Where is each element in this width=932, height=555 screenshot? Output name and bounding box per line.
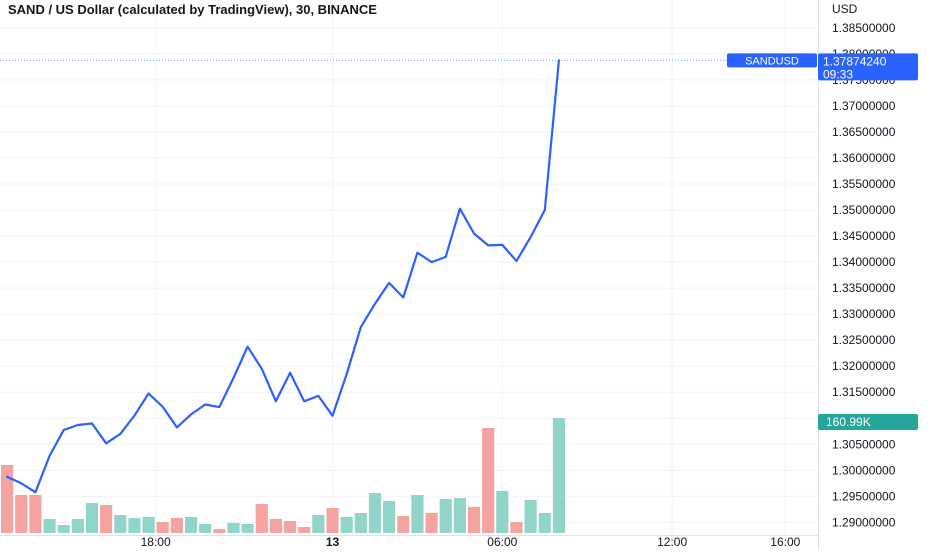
x-tick-label: 18:00 — [141, 535, 171, 549]
y-tick-label: 1.29500000 — [832, 489, 896, 503]
y-tick-label: 1.34000000 — [832, 255, 896, 269]
volume-bar — [213, 529, 226, 533]
volume-bar — [114, 515, 127, 533]
volume-bar — [0, 465, 14, 533]
volume-bar — [340, 517, 353, 533]
chart-title: SAND / US Dollar (calculated by TradingV… — [8, 2, 377, 17]
volume-bar — [156, 522, 169, 533]
volume-bar — [482, 428, 495, 533]
volume-bar — [241, 524, 254, 533]
volume-bar — [552, 418, 566, 533]
volume-bar — [383, 501, 396, 533]
volume-bar — [467, 507, 481, 533]
volume-bar — [411, 495, 424, 533]
volume-bar — [368, 493, 382, 533]
y-tick-label: 1.37000000 — [832, 99, 896, 113]
volume-bar — [298, 527, 311, 533]
bar-countdown: 09:33 — [823, 67, 853, 81]
volume-bar — [439, 499, 452, 533]
y-tick-label: 1.38500000 — [832, 21, 896, 35]
volume-bar — [538, 513, 551, 533]
volume-bar — [312, 515, 325, 533]
x-tick-label: 16:00 — [770, 535, 800, 549]
volume-bar — [397, 516, 410, 533]
volume-bar — [128, 518, 141, 533]
volume-bar — [85, 503, 99, 533]
symbol-badge-label: SANDUSD — [745, 55, 799, 67]
volume-bar — [283, 521, 297, 533]
x-tick-label: 12:00 — [657, 535, 687, 549]
volume-bar — [524, 500, 537, 533]
volume-bar — [453, 498, 466, 533]
volume-bar — [29, 495, 42, 533]
y-tick-label: 1.29000000 — [832, 515, 896, 529]
x-tick-label: 06:00 — [487, 535, 517, 549]
y-tick-label: 1.35000000 — [832, 203, 896, 217]
symbol-badge — [727, 53, 817, 68]
last-price-value: 1.37874240 — [823, 54, 887, 68]
volume-bar — [269, 519, 283, 533]
price-axis-currency: USD — [832, 2, 858, 16]
volume-bar — [510, 522, 523, 533]
price-axis-background — [818, 0, 932, 550]
volume-bar — [170, 518, 183, 533]
volume-bar — [100, 505, 113, 533]
volume-bar — [326, 508, 339, 533]
y-tick-label: 1.35500000 — [832, 177, 896, 191]
price-series-line[interactable] — [5, 59, 561, 494]
volume-badge — [818, 414, 918, 430]
y-tick-label: 1.30000000 — [832, 463, 896, 477]
volume-bar — [43, 519, 56, 533]
y-tick-label: 1.34500000 — [832, 229, 896, 243]
volume-bar — [354, 513, 367, 533]
y-tick-label: 1.33000000 — [832, 307, 896, 321]
y-tick-label: 1.36000000 — [832, 151, 896, 165]
volume-bar — [227, 523, 240, 533]
volume-badge-value: 160.99K — [826, 415, 871, 429]
y-tick-label: 1.31500000 — [832, 385, 896, 399]
last-price-badge — [818, 53, 918, 81]
volume-bar — [425, 513, 438, 533]
volume-bar — [15, 495, 28, 533]
volume-bar — [199, 524, 212, 533]
volume-bar — [255, 504, 268, 533]
volume-bar — [71, 519, 84, 533]
y-tick-label: 1.32000000 — [832, 359, 896, 373]
y-tick-label: 1.33500000 — [832, 281, 896, 295]
x-tick-label: 13 — [326, 535, 340, 549]
volume-bar — [142, 517, 155, 533]
y-tick-label: 1.30500000 — [832, 437, 896, 451]
volume-bar — [57, 525, 70, 533]
volume-bar — [184, 517, 198, 533]
y-tick-label: 1.36500000 — [832, 125, 896, 139]
y-tick-label: 1.32500000 — [832, 333, 896, 347]
volume-bar — [496, 491, 509, 533]
